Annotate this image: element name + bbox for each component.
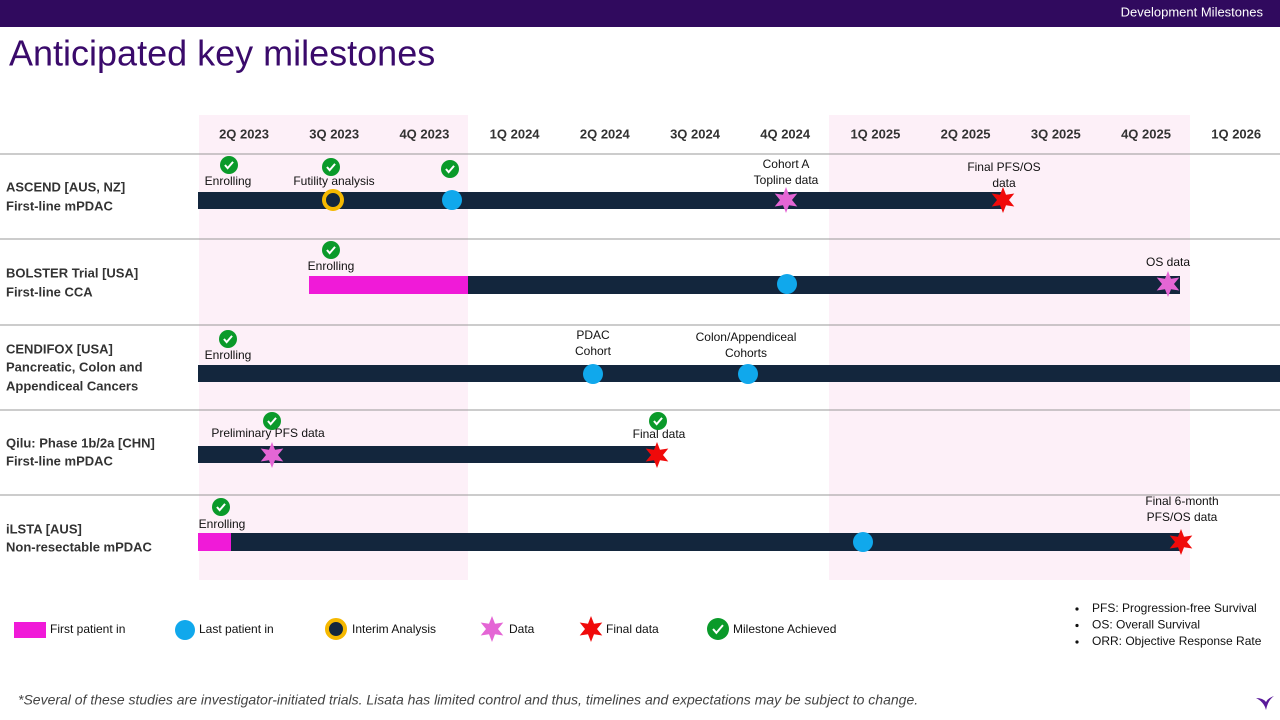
trial-name: Qilu: Phase 1b/2a [CHN] <box>6 435 155 450</box>
bullet <box>1075 623 1079 628</box>
trial-name: ASCEND [AUS, NZ] <box>6 179 125 194</box>
last-patient-marker <box>853 532 873 552</box>
check-marker <box>649 412 667 430</box>
check-marker <box>322 158 340 176</box>
interim-marker <box>322 189 344 211</box>
quarter-label: 4Q 2023 <box>399 126 449 141</box>
check-marker <box>441 160 459 178</box>
star-marker <box>1156 271 1180 297</box>
milestone-label: Futility analysis <box>293 174 374 188</box>
quarter-label: 1Q 2026 <box>1211 126 1261 141</box>
quarter-label: 1Q 2024 <box>490 126 541 141</box>
star-marker <box>645 442 669 468</box>
first-patient-bar <box>198 533 231 551</box>
slide-title: Anticipated key milestones <box>9 33 435 74</box>
quarter-label: 1Q 2025 <box>850 126 900 141</box>
note: ORR: Objective Response Rate <box>1092 634 1262 648</box>
check-mark <box>216 503 226 512</box>
milestone-label: Enrolling <box>205 174 252 188</box>
quarter-label: 2Q 2024 <box>580 126 631 141</box>
star-marker <box>774 187 798 213</box>
bullet <box>1075 640 1079 644</box>
legend-swatch <box>14 622 46 638</box>
milestone-label: Final PFS/OS <box>967 160 1040 174</box>
check-mark <box>326 163 336 172</box>
quarter-label: 3Q 2024 <box>670 126 721 141</box>
star-marker <box>480 616 504 642</box>
bullet <box>1075 607 1079 611</box>
check-mark <box>267 417 277 426</box>
header-band <box>0 0 1280 27</box>
row-lines <box>0 153 1280 496</box>
check-marker <box>322 241 340 259</box>
footnote: *Several of these studies are investigat… <box>18 692 918 708</box>
last-patient-marker <box>777 274 797 294</box>
check-marker <box>220 156 238 174</box>
quarter-label: 2Q 2025 <box>941 126 991 141</box>
milestone-label: Enrolling <box>308 259 355 273</box>
milestone-label: Topline data <box>754 173 819 187</box>
quarter-label: 2Q 2023 <box>219 126 269 141</box>
legend-label: Last patient in <box>199 622 274 636</box>
trial-name: BOLSTER Trial [USA] <box>6 265 138 280</box>
quarter-label: 4Q 2025 <box>1121 126 1171 141</box>
trial-name: First-line mPDAC <box>6 198 114 213</box>
star-marker <box>579 616 603 642</box>
star-marker <box>1169 529 1193 555</box>
check-mark <box>712 624 724 635</box>
check-marker <box>212 498 230 516</box>
logo <box>1256 696 1274 710</box>
last-patient-marker <box>442 190 462 210</box>
check-marker <box>219 330 237 348</box>
check-mark <box>326 246 336 255</box>
check-mark <box>224 161 234 170</box>
milestone-label: Cohorts <box>725 346 767 360</box>
note: OS: Overall Survival <box>1092 618 1200 632</box>
legend-label: Milestone Achieved <box>733 622 836 636</box>
bars <box>198 192 1280 551</box>
legend-label: Data <box>509 622 535 636</box>
milestone-label: Cohort <box>575 344 612 358</box>
trial-name: iLSTA [AUS] <box>6 521 82 536</box>
legend-label: First patient in <box>50 622 125 636</box>
trial-name: First-line CCA <box>6 284 93 299</box>
milestone-label: Preliminary PFS data <box>211 426 325 440</box>
trial-name: Pancreatic, Colon and <box>6 359 143 374</box>
star-marker <box>991 187 1015 213</box>
first-patient-bar <box>309 276 468 294</box>
trial-name: First-line mPDAC <box>6 453 114 468</box>
last-patient-marker <box>583 364 603 384</box>
star-marker <box>260 442 284 468</box>
milestone-label: PFS/OS data <box>1147 510 1218 524</box>
quarter-label: 3Q 2025 <box>1031 126 1081 141</box>
note: PFS: Progression-free Survival <box>1092 601 1257 615</box>
last-patient-marker <box>175 620 195 640</box>
quarter-label: 3Q 2023 <box>309 126 359 141</box>
quarter-label: 4Q 2024 <box>760 126 811 141</box>
milestone-label: Enrolling <box>199 517 246 531</box>
milestone-label: Enrolling <box>205 348 252 362</box>
timeline: 2Q 2023 3Q 2023 4Q 2023 1Q 2024 2Q 2024 3Q 20… <box>6 126 1274 710</box>
milestone-label: OS data <box>1146 255 1190 269</box>
legend-label: Final data <box>606 622 659 636</box>
trial-name: Appendiceal Cancers <box>6 378 138 393</box>
check-marker <box>707 618 729 640</box>
milestone-label: data <box>992 176 1016 190</box>
section-label: Development Milestones <box>1121 4 1264 19</box>
check-mark <box>445 165 455 174</box>
milestone-label: Final 6-month <box>1145 494 1218 508</box>
check-marker <box>263 412 281 430</box>
interim-marker <box>325 618 347 640</box>
trial-name: Non-resectable mPDAC <box>6 539 153 554</box>
check-mark <box>653 417 663 426</box>
milestone-label: Final data <box>633 427 686 441</box>
check-mark <box>223 335 233 344</box>
milestone-label: Cohort A <box>763 157 810 171</box>
milestone-label: PDAC <box>576 328 610 342</box>
legend-label: Interim Analysis <box>352 622 436 636</box>
milestone-label: Colon/Appendiceal <box>696 330 797 344</box>
last-patient-marker <box>738 364 758 384</box>
trial-name: CENDIFOX [USA] <box>6 341 113 356</box>
